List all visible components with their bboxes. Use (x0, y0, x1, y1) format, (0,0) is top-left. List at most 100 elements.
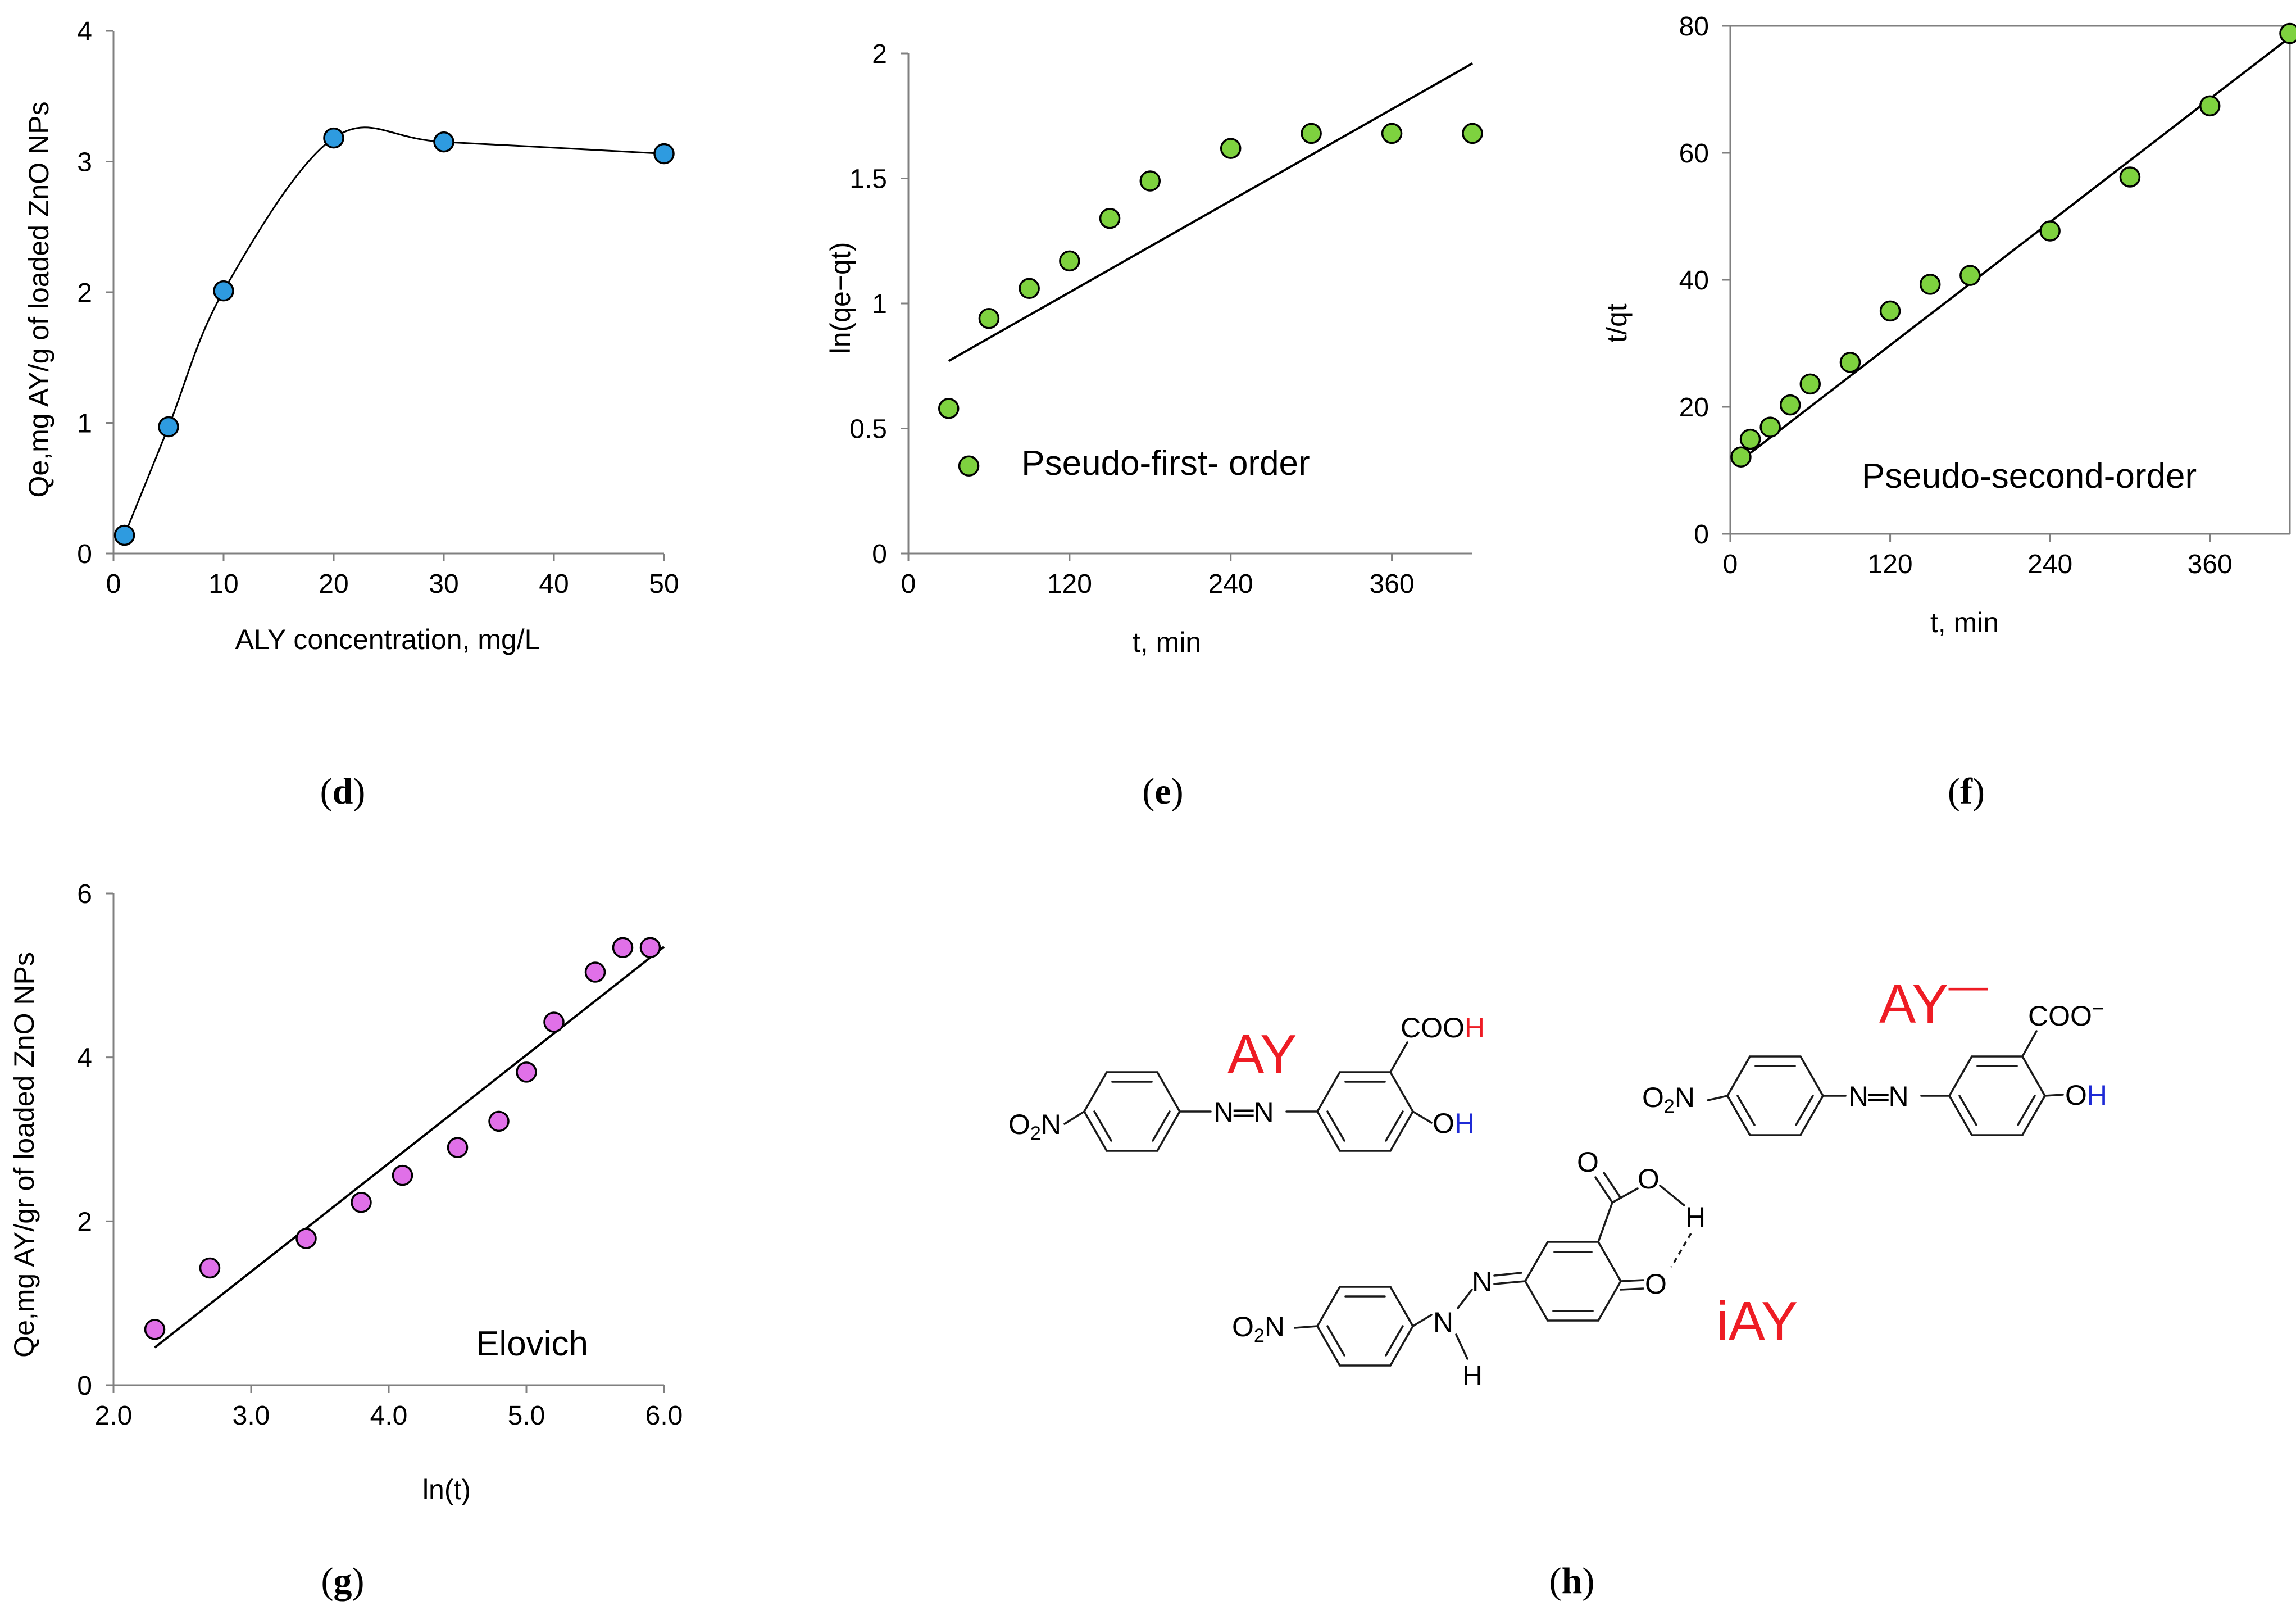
chart-d-point (653, 143, 675, 165)
chart-g-point (392, 1164, 413, 1186)
chart-g-annotation: Elovich (476, 1324, 588, 1363)
chart-e-point (1462, 123, 1483, 144)
chart-d-y-tick-label: 0 (77, 539, 92, 569)
molecule-iay-bond-n-h (1455, 1333, 1468, 1360)
molecule-ay-oh: OH (1433, 1108, 1475, 1139)
chart-d-x-tick-label: 50 (649, 569, 679, 599)
molecule-iay-nh-h: H (1462, 1360, 1483, 1391)
molecule-iay: iAY O2N N H N O (1232, 1146, 1798, 1391)
chart-d-y-tick-label: 1 (77, 409, 92, 439)
chart-f-y-tick-label: 60 (1679, 139, 1709, 169)
molecule-iay-bond-co-a (1620, 1279, 1644, 1282)
chart-g-point (639, 937, 661, 958)
chart-d-point (113, 524, 135, 546)
chart-d-x-tick-label: 20 (319, 569, 348, 599)
chart-e-xlabel: t, min (1133, 627, 1201, 658)
chart-d-ylabel: Qe,mg AY/g of loaded ZnO NPs (23, 102, 54, 498)
chart-d-point (433, 131, 454, 153)
molecule-ay-oh-h: H (1454, 1108, 1475, 1139)
molecule-ay-minus-oh-o: O (2065, 1079, 2087, 1111)
molecule-ay-minus-azo: N═N (1848, 1081, 1909, 1112)
molecule-ay-azo: N═N (1213, 1096, 1274, 1128)
chart-g-x-tick-label: 5.0 (508, 1401, 545, 1431)
chart-f-point (1839, 352, 1861, 373)
molecule-ay-ring-1 (1083, 1071, 1181, 1152)
chart-d-fit-curve (124, 126, 665, 536)
chart-g-point (612, 937, 634, 958)
chart-g-y-tick-label: 4 (77, 1044, 92, 1073)
chart-f-x-tick-label: 360 (2188, 550, 2233, 579)
molecule-ay-minus-no2-sub: 2 (1664, 1096, 1675, 1117)
chart-e-point (1220, 138, 1242, 159)
chart-e-point (1019, 278, 1040, 300)
molecule-iay-bond-no2 (1294, 1325, 1319, 1329)
chart-f-point (1879, 300, 1901, 322)
chart-e-panel-letter: e (1154, 771, 1171, 812)
molecule-iay-no2: O2N (1232, 1311, 1285, 1346)
chart-g-ylabel: Qe,mg AY/gr of loaded ZnO NPs (8, 952, 40, 1358)
molecule-ay-minus-name-sup: — (1948, 964, 1988, 1008)
molecule-iay-bond-carboxyl (1597, 1201, 1613, 1243)
chart-f-point (2039, 220, 2061, 242)
molecule-iay-o1: O (1577, 1146, 1599, 1178)
molecule-ay-cooh: COOH (1401, 1012, 1485, 1044)
molecule-iay-bond-co-double-b (1603, 1172, 1622, 1199)
chart-g-point (351, 1192, 372, 1213)
chart-d-x-tick-label: 40 (539, 569, 569, 599)
chart-e-point (978, 307, 1000, 329)
molecule-ay-no2: O2N (1008, 1109, 1061, 1144)
molecule-ay-bond-no2 (1063, 1110, 1085, 1125)
chart-e-point (958, 455, 980, 477)
chart-e-y-tick-label: 0.5 (849, 415, 887, 444)
chart-f-trendline (1740, 36, 2291, 461)
chart-e-point (1301, 123, 1322, 144)
chart-g-point (447, 1137, 469, 1158)
molecule-ay-minus-coo-main: COO (2028, 1000, 2092, 1032)
chart-g-y-tick-label: 6 (77, 879, 92, 909)
chart-d-y-tick-label: 3 (77, 148, 92, 178)
molecule-ay-minus-bond-oh (2044, 1094, 2064, 1097)
chart-d-point (158, 416, 179, 438)
molecule-iay-n: N (1472, 1266, 1492, 1298)
chart-g-point (516, 1061, 537, 1083)
chart-f-ticks: 0 120 240 360 0 20 40 60 80 (1679, 12, 2291, 579)
chart-d: 0 10 20 30 40 50 0 1 2 3 4 ALY concentration, mg/L… (23, 17, 679, 812)
molecule-ay-minus-no2-o: O (1642, 1082, 1664, 1113)
chart-g-y-tick-label: 0 (77, 1371, 92, 1401)
chart-e-x-tick-label: 240 (1208, 569, 1253, 599)
chart-g-x-tick-label: 2.0 (95, 1401, 133, 1431)
chart-f-point (2199, 95, 2221, 117)
molecule-ay-ring-2 (1316, 1071, 1415, 1152)
chart-g: 2.0 3.0 4.0 5.0 6.0 0 2 4 6 Elovich ln(t) Qe,mg … (8, 879, 683, 1602)
molecule-iay-bond-n-ring (1493, 1280, 1526, 1285)
molecule-iay-bond-co-b (1620, 1287, 1644, 1291)
molecule-ay-oh-o: O (1433, 1108, 1454, 1139)
molecule-ay-minus-ring-2 (1948, 1055, 2047, 1136)
molecule-ay-minus-coo: COO− (2028, 997, 2104, 1032)
chart-f-y-tick-label: 0 (1694, 520, 1709, 550)
chart-g-xlabel: ln(t) (422, 1474, 471, 1505)
molecule-iay-bond-co-double-a (1594, 1176, 1613, 1204)
chart-e-ylabel: ln(qe−qt) (825, 242, 856, 354)
chart-g-x-tick-label: 3.0 (233, 1401, 270, 1431)
chart-f-x-tick-label: 120 (1868, 550, 1913, 579)
molecule-ay-minus: AY— O2N N═N COO− OH (1642, 964, 2107, 1136)
molecule-iay-bond-n-n (1457, 1289, 1473, 1309)
chart-g-ticks: 2.0 3.0 4.0 5.0 6.0 0 2 4 6 (77, 879, 683, 1431)
chart-e-trendline (948, 62, 1473, 362)
chart-e-x-tick-label: 360 (1370, 569, 1415, 599)
chart-d-y-tick-label: 2 (77, 278, 92, 308)
chart-g-trendline (154, 946, 665, 1349)
molecule-ay-no2-sub: 2 (1030, 1123, 1041, 1144)
chart-d-points (113, 127, 675, 546)
chart-e-x-tick-label: 0 (901, 569, 916, 599)
chart-g-points (144, 937, 661, 1340)
chart-f-points (1730, 22, 2296, 468)
chart-e-y-tick-label: 1.5 (849, 165, 887, 194)
molecule-iay-no2-sub: 2 (1254, 1325, 1265, 1346)
chart-d-x-tick-label: 30 (429, 569, 458, 599)
chart-g-x-tick-label: 4.0 (370, 1401, 408, 1431)
chart-e-point (1099, 207, 1121, 229)
